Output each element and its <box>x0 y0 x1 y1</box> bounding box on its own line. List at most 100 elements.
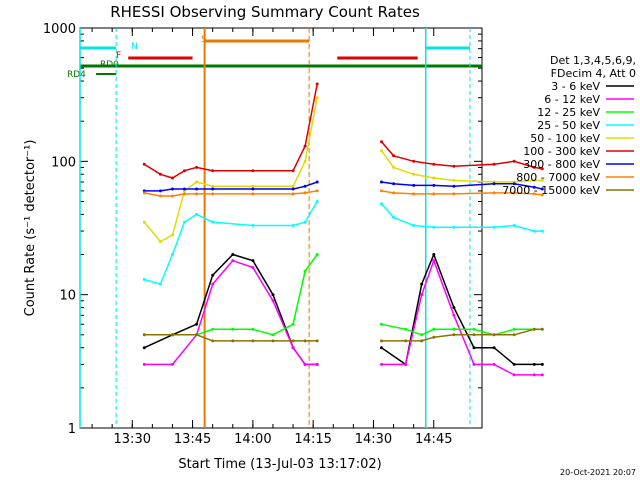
x-tick-label: 14:45 <box>415 432 452 447</box>
flag-label-n: N <box>131 42 138 52</box>
series-point <box>540 167 544 171</box>
series-point <box>392 182 396 186</box>
series-point <box>303 362 307 366</box>
series-point <box>315 96 319 100</box>
series-point <box>303 159 307 163</box>
x-tick-label: 13:30 <box>114 432 151 447</box>
series-line <box>144 254 318 336</box>
series-point <box>171 253 174 256</box>
series-point <box>158 194 162 198</box>
series-point <box>211 192 215 196</box>
series-point <box>291 339 295 343</box>
series-point <box>183 187 186 191</box>
series-point <box>195 212 199 216</box>
series-point <box>532 373 536 377</box>
y-tick-label: 10 <box>59 289 76 304</box>
plot-frame <box>79 27 483 429</box>
series-point <box>452 184 456 188</box>
series-point <box>271 299 275 303</box>
series-point <box>251 266 255 269</box>
series-point <box>452 306 456 310</box>
x-axis-label: Start Time (13-Jul-03 13:17:02) <box>178 457 381 472</box>
series-point <box>251 259 255 263</box>
x-tick-label: 14:00 <box>234 432 271 447</box>
legend-header: Det 1,3,4,5,6,9, <box>550 54 636 67</box>
series-point <box>472 333 476 337</box>
series-point <box>158 172 162 176</box>
series-point <box>472 327 476 331</box>
series-point <box>432 183 436 187</box>
series-point <box>231 259 235 263</box>
series-line <box>144 334 318 342</box>
series-point <box>291 184 295 188</box>
series-point <box>142 162 146 166</box>
series-point <box>303 269 307 273</box>
y-axis-label: Count Rate (s⁻¹ detector⁻¹) <box>23 140 38 317</box>
series-point <box>512 182 516 186</box>
chart-title: RHESSI Observing Summary Count Rates <box>110 3 420 21</box>
series-point <box>315 180 319 184</box>
series-point <box>315 362 319 366</box>
flag-label-rd4: RD4 <box>67 70 86 80</box>
legend-entry: 6 - 12 keV <box>544 93 600 106</box>
series-point <box>432 192 436 196</box>
series-line <box>144 181 318 192</box>
series-point <box>211 169 215 173</box>
series-point <box>291 187 295 191</box>
series-point <box>420 339 424 343</box>
series-line <box>144 190 318 197</box>
series-point <box>512 327 516 331</box>
series-point <box>315 82 319 86</box>
series-point <box>291 224 295 227</box>
series-point <box>142 333 146 337</box>
legend-entry: 25 - 50 keV <box>537 119 600 132</box>
legend-entry: 50 - 100 keV <box>530 132 600 145</box>
series-point <box>291 169 295 173</box>
series-point <box>251 187 255 191</box>
x-tick-label: 14:15 <box>294 432 331 447</box>
series-point <box>303 144 307 148</box>
series-point <box>251 327 255 331</box>
series-point <box>420 333 424 337</box>
series-point <box>432 225 436 229</box>
series-point <box>452 313 456 317</box>
series-point <box>432 176 436 180</box>
series-point <box>472 346 476 350</box>
series-point <box>251 224 255 227</box>
y-tick-label: 100 <box>51 155 76 170</box>
series-point <box>472 362 476 366</box>
series-point <box>211 327 215 331</box>
series-point <box>452 178 456 182</box>
series-line <box>143 83 318 179</box>
series-point <box>380 362 383 366</box>
series-point <box>532 327 536 331</box>
series-point <box>540 373 544 377</box>
series-point <box>158 189 162 193</box>
series-point <box>432 259 436 263</box>
series-point <box>492 225 496 229</box>
series-point <box>540 362 544 366</box>
legend-entry: 300 - 800 keV <box>523 158 600 171</box>
series-point <box>303 184 307 188</box>
series-point <box>183 220 186 224</box>
series-point <box>291 192 295 196</box>
series-point <box>231 339 235 343</box>
series-point <box>380 346 383 350</box>
series-point <box>392 165 396 169</box>
x-tick-label: 14:30 <box>355 432 392 447</box>
series-point <box>251 192 255 196</box>
y-tick-label: 1000 <box>43 22 76 37</box>
series-point <box>158 240 162 244</box>
series-point <box>492 182 496 186</box>
series-point <box>303 220 307 224</box>
series-point <box>211 187 215 191</box>
series-line <box>144 259 318 366</box>
series-line <box>381 328 543 342</box>
series-point <box>142 191 146 195</box>
series-point <box>195 333 199 337</box>
series-point <box>171 176 174 180</box>
series-point <box>271 339 275 343</box>
series-point <box>380 149 383 153</box>
series-point <box>420 293 424 297</box>
